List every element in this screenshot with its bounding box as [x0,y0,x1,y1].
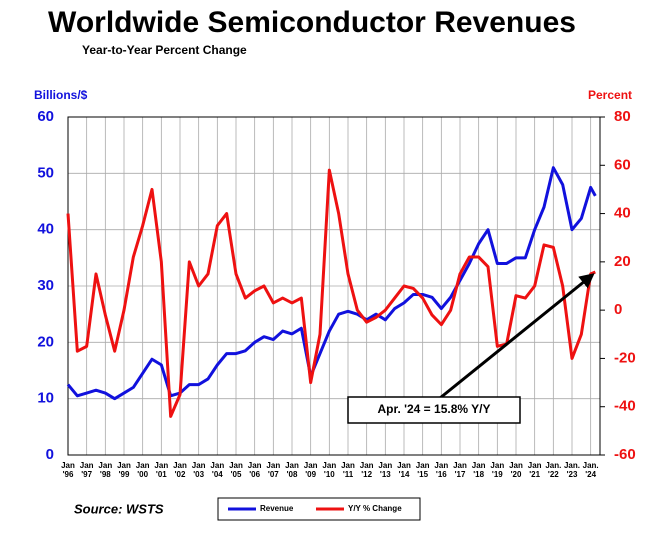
y2-tick-label: -40 [614,398,636,415]
x-tick-label: Jan '05 [229,461,243,479]
x-tick-label: Jan '02 [173,461,187,479]
x-tick-label: Jan '98 [98,461,113,479]
x-tick-label: Jan. '22 [545,461,562,479]
x-tick-label: Jan '99 [117,461,131,479]
x-tick-label: Jan '14 [397,461,411,479]
y2-tick-label: 80 [614,108,631,125]
legend-label: Y/Y % Change [348,504,402,513]
y2-tick-label: -60 [614,446,636,463]
series-line [66,166,597,401]
y2-tick-label: -20 [614,349,636,366]
x-tick-label: Jan '06 [247,461,262,479]
annotation: Apr. '24 = 15.8% Y/Y [377,402,490,416]
y-tick-label: 0 [46,446,54,463]
legend-label: Revenue [260,504,294,513]
x-tick-label: Jan '00 [135,461,150,479]
x-tick-label: Jan '96 [61,461,75,479]
x-tick-label: Jan '15 [415,461,430,479]
x-tick-label: Jan '21 [527,461,542,479]
y2-tick-label: 20 [614,253,631,270]
y2-axis-label: Percent [588,88,632,102]
x-tick-label: Jan. '24 [582,461,599,479]
y-tick-label: 10 [37,390,54,407]
x-tick-label: Jan '03 [191,461,206,479]
series-line [66,168,596,418]
x-tick-label: Jan '17 [453,461,467,479]
y-tick-label: 30 [37,277,54,294]
y-tick-label: 40 [37,221,54,238]
y-tick-label: 20 [37,333,54,350]
x-tick-label: Jan '13 [378,461,393,479]
x-tick-label: Jan '01 [154,461,169,479]
x-tick-label: Jan '09 [303,461,318,479]
x-tick-label: Jan '97 [79,461,94,479]
chart-title: Worldwide Semiconductor Revenues [48,6,576,39]
x-tick-label: Jan '16 [434,461,449,479]
x-tick-label: Jan '07 [266,461,281,479]
y2-tick-label: 40 [614,205,631,222]
y-tick-label: 60 [37,108,54,125]
x-tick-label: Jan '18 [471,461,486,479]
source: Source: WSTS [74,501,164,516]
x-tick-label: Jan '10 [322,461,337,479]
chart-subtitle: Year-to-Year Percent Change [82,43,247,57]
x-tick-label: Jan. '23 [563,461,580,479]
plot-frame [67,116,601,456]
y2-tick-label: 0 [614,301,622,318]
x-tick-label: Jan '08 [285,461,299,479]
x-tick-label: Jan '11 [341,461,355,479]
x-tick-label: Jan '04 [210,461,225,479]
annotation-arrow [439,273,595,400]
x-tick-label: Jan '20 [509,461,523,479]
y-tick-label: 50 [37,164,54,181]
x-tick-label: Jan '19 [490,461,505,479]
annotation-box [347,396,521,424]
y-axis-label: Billions/$ [34,88,88,102]
x-tick-label: Jan '12 [359,461,374,479]
y2-tick-label: 60 [614,156,631,173]
